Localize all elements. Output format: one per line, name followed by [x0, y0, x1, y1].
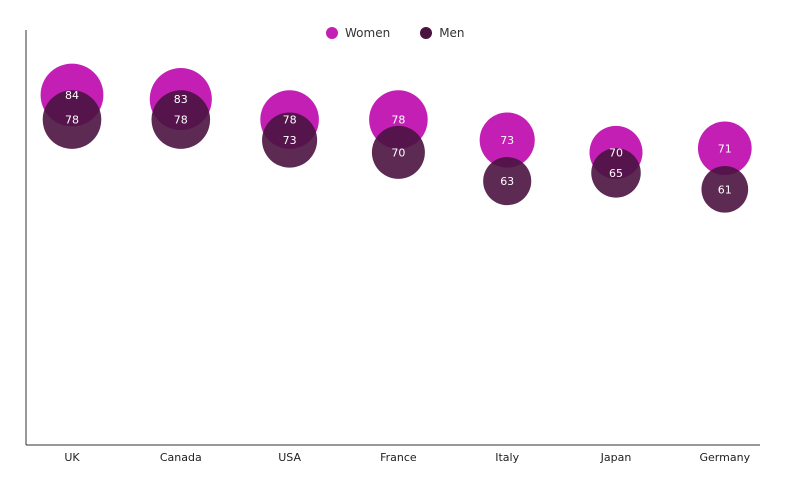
x-tick-label-usa: USA: [278, 451, 301, 464]
data-label-women-usa: 78: [283, 114, 297, 127]
bubble-men-france: [371, 125, 425, 179]
bubble-men-japan: [591, 148, 641, 198]
legend-swatch-men: [420, 27, 433, 39]
data-label-men-italy: 63: [500, 175, 514, 188]
data-label-women-germany: 71: [718, 142, 732, 155]
bubble-men-germany: [701, 165, 749, 213]
bubble-layer: 84 78 83 78 78 73 78 70 73 63 70 65 71 61: [40, 63, 752, 213]
x-tick-label-uk: UK: [64, 451, 80, 464]
bubble-women-italy: [479, 112, 535, 168]
data-label-men-uk: 78: [65, 114, 79, 127]
x-tick-label-france: France: [380, 451, 417, 464]
legend: Women Men: [326, 26, 495, 40]
data-label-men-japan: 65: [609, 167, 623, 180]
data-label-women-canada: 83: [174, 93, 188, 106]
bubble-men-canada: [151, 90, 211, 149]
data-label-women-japan: 70: [609, 146, 623, 159]
bubble-men-italy: [483, 157, 532, 206]
legend-item-women: Women: [326, 26, 390, 40]
data-label-women-uk: 84: [65, 89, 79, 102]
legend-label-women: Women: [345, 26, 391, 40]
data-label-women-italy: 73: [500, 134, 514, 147]
x-tick-label-germany: Germany: [700, 451, 751, 464]
legend-swatch-women: [326, 27, 338, 39]
x-tick-labels: UK Canada USA France Italy Japan Germany: [64, 451, 750, 464]
bubble-men-usa: [262, 112, 318, 168]
legend-label-men: Men: [439, 26, 465, 40]
data-label-men-germany: 61: [718, 183, 732, 196]
x-tick-label-japan: Japan: [600, 451, 632, 464]
data-label-men-canada: 78: [174, 114, 188, 127]
legend-item-men: Men: [420, 26, 465, 40]
x-tick-label-canada: Canada: [160, 451, 202, 464]
data-label-men-france: 70: [391, 146, 405, 159]
bubble-men-uk: [42, 90, 102, 149]
data-label-women-france: 78: [391, 114, 405, 127]
x-tick-label-italy: Italy: [495, 451, 519, 464]
bubble-women-germany: [697, 121, 752, 176]
data-label-men-usa: 73: [283, 134, 297, 147]
